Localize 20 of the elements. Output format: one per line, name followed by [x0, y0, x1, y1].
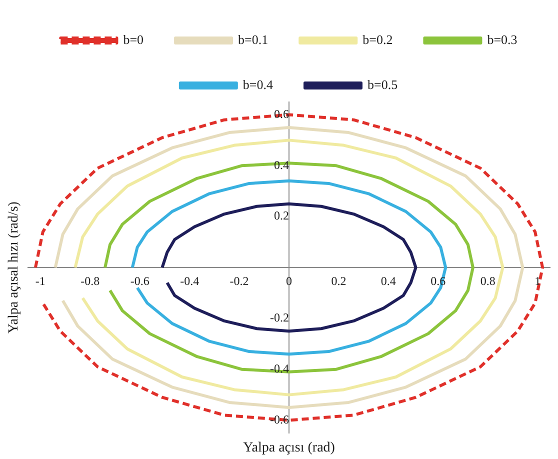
y-tick-label: -0.2 — [270, 310, 289, 325]
legend-label: b=0.3 — [487, 32, 518, 47]
y-tick-label: 0.2 — [274, 208, 289, 223]
x-tick-label: -1 — [35, 274, 46, 288]
x-tick-label: 0.2 — [331, 274, 346, 288]
x-tick-label: 0.4 — [380, 274, 396, 288]
legend-label: b=0.1 — [238, 32, 268, 47]
x-tick-label: 1 — [534, 274, 541, 288]
legend-label: b=0.5 — [368, 76, 398, 92]
x-tick-label: 0.8 — [480, 274, 496, 288]
legend-label: b=0.2 — [362, 32, 393, 47]
x-axis-title: Yalpa açısı (rad) — [243, 440, 336, 456]
legend-label: b=0 — [123, 32, 144, 47]
y-axis-title: Yalpa açısal hızı (rad/s) — [6, 201, 22, 334]
x-tick-label: -0.4 — [180, 274, 200, 288]
x-tick-label: 0 — [286, 274, 292, 288]
x-tick-label: -0.8 — [80, 274, 100, 288]
x-tick-label: -0.2 — [230, 274, 249, 288]
legend-label: b=0.4 — [242, 76, 274, 92]
x-tick-label: -0.6 — [130, 274, 150, 288]
